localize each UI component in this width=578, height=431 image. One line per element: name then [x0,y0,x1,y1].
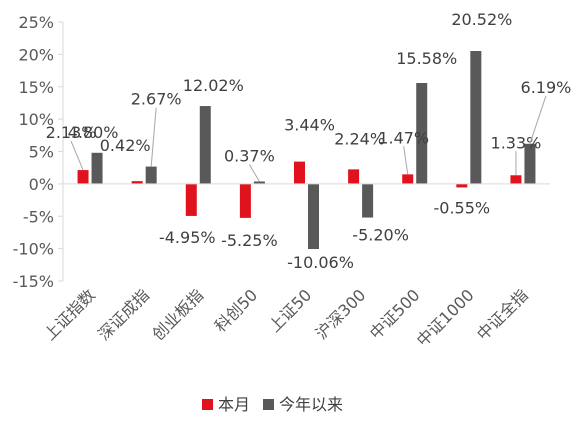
x-category-label: 沪深300 [312,285,370,343]
bar-ytd [470,51,482,184]
bar-monthly [185,183,197,216]
bar-ytd [145,166,157,184]
bar-ytd [308,183,319,250]
x-category-label: 科创50 [211,285,261,335]
data-label-leader [529,95,547,144]
y-tick-label: 5% [29,143,54,162]
legend-label-ytd: 今年以来 [279,395,343,414]
bar-ytd [416,82,428,184]
data-label-ytd: -10.06% [287,253,354,272]
x-category-label: 上证50 [265,285,315,335]
data-label-monthly: 2.24% [334,129,385,148]
x-category-label: 深证成指 [94,285,153,344]
data-label-monthly: -4.95% [159,228,216,247]
data-label-ytd: 4.80% [68,123,119,142]
data-label-leader [403,146,409,175]
legend-swatch-ytd [263,399,274,410]
bar-monthly [294,161,305,184]
y-tick-label: 20% [18,45,54,64]
bar-monthly [348,169,360,184]
bar-monthly [510,175,522,184]
x-category-label: 上证指数 [40,285,99,344]
bar-monthly [402,174,414,184]
y-tick-label: 15% [18,78,54,97]
data-label-ytd: 20.52% [451,10,512,29]
data-label-ytd: 15.58% [396,49,457,68]
y-tick-label: 10% [18,110,54,129]
legend-swatch-monthly [202,399,213,410]
bar-ytd [524,143,536,184]
data-label-monthly: 3.44% [284,116,335,135]
data-label-ytd: -5.20% [352,226,409,245]
bar-ytd [253,181,265,184]
data-label-ytd: 12.02% [183,76,244,95]
y-tick-label: -15% [13,272,54,291]
bar-monthly [239,183,251,218]
legend-label-monthly: 本月 [218,395,250,414]
x-category-label: 中证全指 [473,285,532,344]
data-label-monthly: 1.33% [491,133,542,152]
data-label-monthly: 0.42% [100,136,151,155]
data-label-ytd: 0.37% [224,146,275,165]
bar-monthly [456,183,468,188]
data-label-monthly: 2.13% [46,123,97,142]
data-label-ytd: 6.19% [521,78,572,97]
bar-ytd [362,183,374,218]
x-category-label: 中证1000 [413,285,478,350]
data-label-monthly: -0.55% [434,198,491,217]
bar-ytd [199,106,211,184]
data-label-ytd: 2.67% [131,90,182,109]
y-tick-label: 25% [18,13,54,32]
y-tick-label: -10% [13,240,54,259]
data-label-leader [70,140,84,171]
bar-monthly [77,170,89,184]
data-label-monthly: 1.47% [378,128,429,147]
x-category-label: 创业板指 [148,285,207,344]
data-label-monthly: -5.25% [221,231,278,250]
data-label-leader [248,164,260,182]
y-tick-label: 0% [29,175,54,194]
y-tick-label: -5% [23,207,54,226]
bar-monthly [131,181,143,184]
bar-ytd [91,152,103,184]
data-label-leader [150,107,157,167]
